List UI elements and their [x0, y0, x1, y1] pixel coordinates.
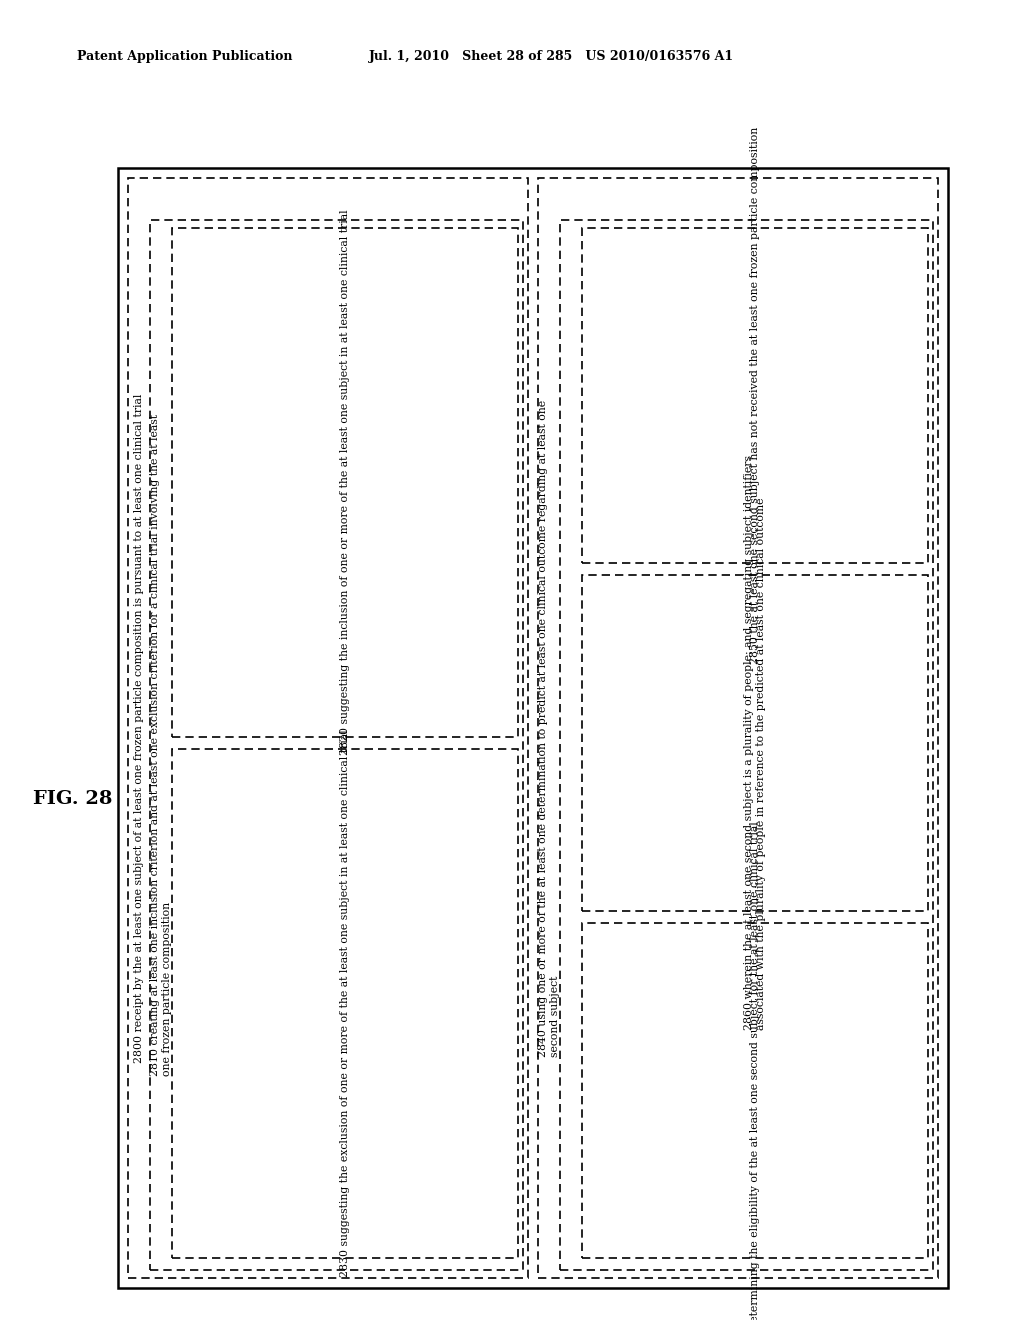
Bar: [538, 178, 938, 1278]
Text: FIG. 28: FIG. 28: [33, 789, 113, 808]
Text: 2800 receipt by the at least one subject of at least one frozen particle composi: 2800 receipt by the at least one subject…: [134, 393, 144, 1063]
Text: 2810 creating at least one inclusion criterion and at least one exclusion criter: 2810 creating at least one inclusion cri…: [151, 414, 172, 1076]
Bar: [582, 923, 928, 1258]
Text: 2820 suggesting the inclusion of one or more of the at least one subject in at l: 2820 suggesting the inclusion of one or …: [340, 210, 350, 755]
Text: Jul. 1, 2010   Sheet 28 of 285   US 2010/0163576 A1: Jul. 1, 2010 Sheet 28 of 285 US 2010/016…: [369, 50, 734, 63]
Text: Patent Application Publication: Patent Application Publication: [77, 50, 292, 63]
Text: 2860 wherein the at least one second subject is a plurality of people; and segre: 2860 wherein the at least one second sub…: [744, 455, 766, 1031]
Bar: [560, 220, 933, 1270]
Text: 2840 using one or more of the at least one determination to predict at least one: 2840 using one or more of the at least o…: [539, 400, 560, 1056]
Bar: [172, 748, 518, 1258]
Text: 2870 determining the eligibility of the at least one second subject for the at l: 2870 determining the eligibility of the …: [750, 821, 760, 1320]
Bar: [582, 576, 928, 911]
Text: 2850 the at least one second subject has not received the at least one frozen pa: 2850 the at least one second subject has…: [750, 127, 760, 664]
Text: 2830 suggesting the exclusion of one or more of the at least one subject in at l: 2830 suggesting the exclusion of one or …: [340, 730, 350, 1278]
Bar: [582, 228, 928, 564]
Bar: [172, 228, 518, 737]
Bar: [150, 220, 523, 1270]
Bar: [128, 178, 528, 1278]
Bar: [118, 168, 948, 1288]
